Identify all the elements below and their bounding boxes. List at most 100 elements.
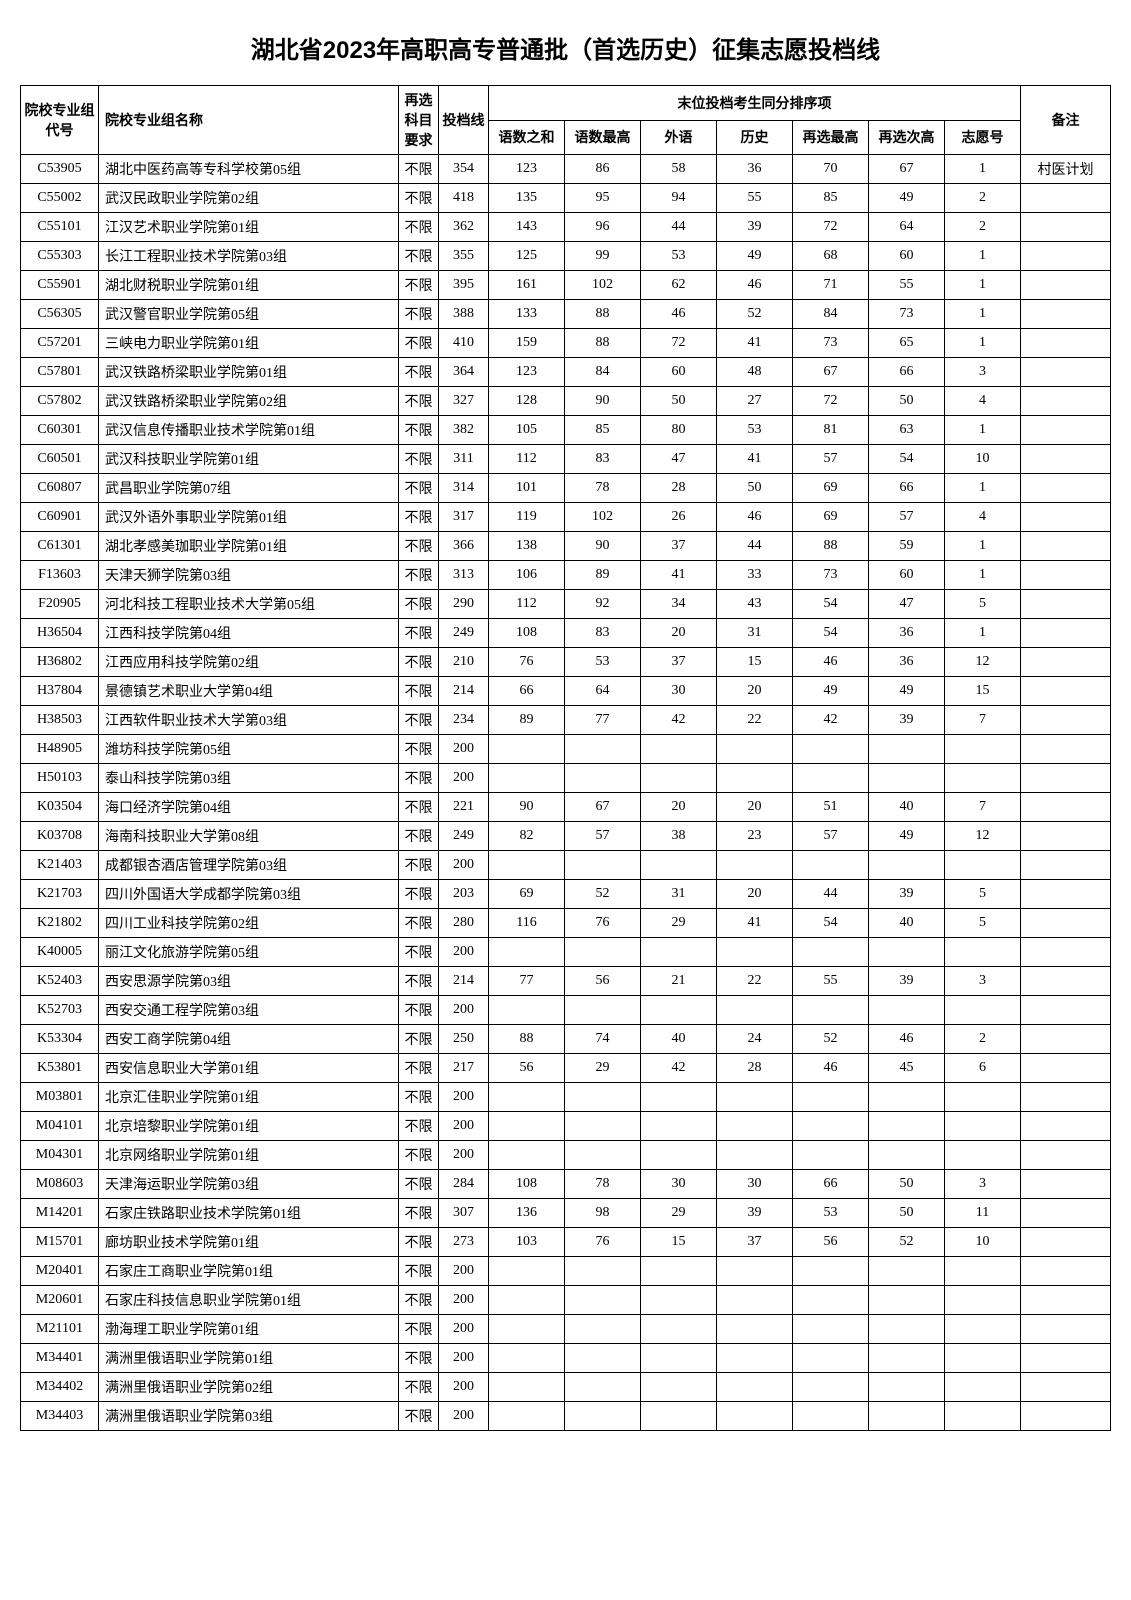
cell-c3: 21 (641, 967, 717, 996)
cell-c7: 1 (945, 271, 1021, 300)
cell-c7: 1 (945, 561, 1021, 590)
cell-c2: 96 (565, 213, 641, 242)
cell-c3: 29 (641, 909, 717, 938)
cell-c2 (565, 1315, 641, 1344)
cell-name: 天津海运职业学院第03组 (99, 1170, 399, 1199)
cell-c1: 108 (489, 1170, 565, 1199)
cell-code: F13603 (21, 561, 99, 590)
cell-score: 214 (439, 967, 489, 996)
cell-score: 200 (439, 1402, 489, 1431)
cell-c4 (717, 1286, 793, 1315)
cell-c2: 99 (565, 242, 641, 271)
cell-name: 江西应用科技学院第02组 (99, 648, 399, 677)
cell-c6: 55 (869, 271, 945, 300)
cell-c1: 112 (489, 590, 565, 619)
cell-c3 (641, 764, 717, 793)
cell-code: M03801 (21, 1083, 99, 1112)
cell-code: C55101 (21, 213, 99, 242)
cell-c6: 66 (869, 474, 945, 503)
cell-c3: 34 (641, 590, 717, 619)
cell-c4 (717, 1344, 793, 1373)
cell-c2: 98 (565, 1199, 641, 1228)
cell-req: 不限 (399, 1402, 439, 1431)
cell-score: 410 (439, 329, 489, 358)
cell-c5: 51 (793, 793, 869, 822)
cell-c2 (565, 1373, 641, 1402)
cell-c1: 90 (489, 793, 565, 822)
cell-c1: 159 (489, 329, 565, 358)
cell-c2: 86 (565, 155, 641, 184)
header-sort-group: 末位投档考生同分排序项 (489, 86, 1021, 121)
cell-c5: 72 (793, 387, 869, 416)
cell-c6: 73 (869, 300, 945, 329)
cell-name: 满洲里俄语职业学院第03组 (99, 1402, 399, 1431)
cell-c7 (945, 1286, 1021, 1315)
cell-name: 四川工业科技学院第02组 (99, 909, 399, 938)
cell-c3 (641, 1083, 717, 1112)
cell-remark (1021, 1257, 1111, 1286)
cell-req: 不限 (399, 561, 439, 590)
cell-c4: 50 (717, 474, 793, 503)
cell-c2: 76 (565, 1228, 641, 1257)
cell-c5: 54 (793, 909, 869, 938)
cell-score: 354 (439, 155, 489, 184)
cell-c5: 81 (793, 416, 869, 445)
cell-code: K03708 (21, 822, 99, 851)
cell-remark (1021, 1199, 1111, 1228)
cell-req: 不限 (399, 155, 439, 184)
cell-c6 (869, 1141, 945, 1170)
header-cast-line: 投档线 (439, 86, 489, 155)
cell-remark (1021, 619, 1111, 648)
cell-c2 (565, 1257, 641, 1286)
cell-score: 200 (439, 1373, 489, 1402)
cell-c5: 72 (793, 213, 869, 242)
cell-c2 (565, 735, 641, 764)
cell-c4: 15 (717, 648, 793, 677)
cell-name: 武汉铁路桥梁职业学院第01组 (99, 358, 399, 387)
cell-c2: 88 (565, 329, 641, 358)
cell-c5: 49 (793, 677, 869, 706)
cell-c1 (489, 1083, 565, 1112)
cell-c1 (489, 1286, 565, 1315)
cell-req: 不限 (399, 822, 439, 851)
cell-c7: 5 (945, 590, 1021, 619)
table-row: M34403满洲里俄语职业学院第03组不限200 (21, 1402, 1111, 1431)
cell-remark (1021, 938, 1111, 967)
cell-c2 (565, 1083, 641, 1112)
cell-c3: 30 (641, 1170, 717, 1199)
cell-name: 北京汇佳职业学院第01组 (99, 1083, 399, 1112)
cell-c5 (793, 1344, 869, 1373)
table-header: 院校专业组代号 院校专业组名称 再选科目要求 投档线 末位投档考生同分排序项 备… (21, 86, 1111, 155)
cell-c3: 72 (641, 329, 717, 358)
cell-c4: 30 (717, 1170, 793, 1199)
cell-c3: 15 (641, 1228, 717, 1257)
cell-c6: 40 (869, 909, 945, 938)
cell-c5 (793, 735, 869, 764)
cell-req: 不限 (399, 1054, 439, 1083)
cell-name: 武汉警官职业学院第05组 (99, 300, 399, 329)
cell-c2 (565, 1141, 641, 1170)
cell-name: 河北科技工程职业技术大学第05组 (99, 590, 399, 619)
cell-req: 不限 (399, 909, 439, 938)
cell-remark (1021, 532, 1111, 561)
cell-c7: 2 (945, 1025, 1021, 1054)
cell-name: 石家庄科技信息职业学院第01组 (99, 1286, 399, 1315)
cell-name: 武汉民政职业学院第02组 (99, 184, 399, 213)
cell-score: 200 (439, 764, 489, 793)
cell-remark (1021, 735, 1111, 764)
cell-code: C57201 (21, 329, 99, 358)
cell-req: 不限 (399, 1025, 439, 1054)
table-row: C60501武汉科技职业学院第01组不限311112834741575410 (21, 445, 1111, 474)
cell-score: 290 (439, 590, 489, 619)
cell-c2: 89 (565, 561, 641, 590)
cell-c4 (717, 851, 793, 880)
table-row: K21703四川外国语大学成都学院第03组不限2036952312044395 (21, 880, 1111, 909)
cell-c1: 76 (489, 648, 565, 677)
cell-score: 200 (439, 1083, 489, 1112)
cell-req: 不限 (399, 242, 439, 271)
cell-c6: 50 (869, 1199, 945, 1228)
cell-c4 (717, 1257, 793, 1286)
table-body: C53905湖北中医药高等专科学校第05组不限35412386583670671… (21, 155, 1111, 1431)
cell-c7: 5 (945, 909, 1021, 938)
cell-c2 (565, 1112, 641, 1141)
